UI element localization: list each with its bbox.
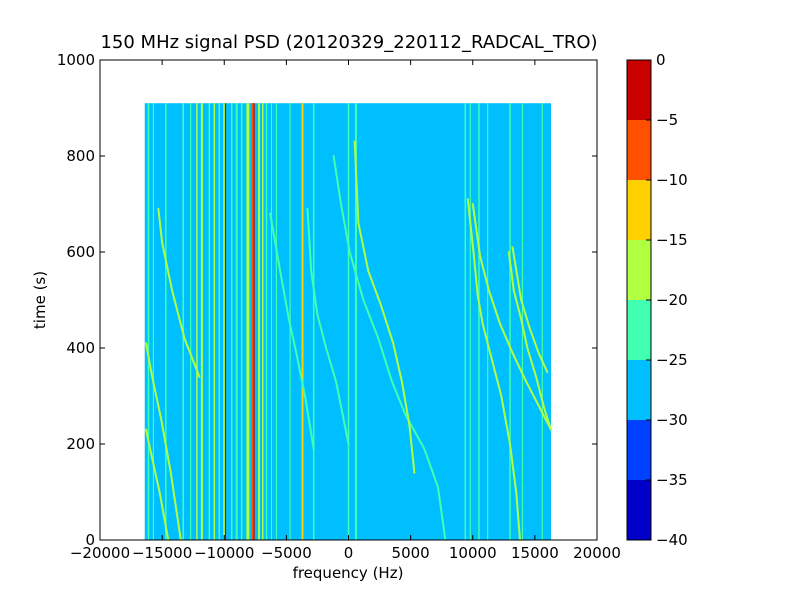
colorbar-tick-label: −5 (656, 111, 678, 129)
y-tick-label: 1000 (57, 51, 95, 69)
heatmap-vertical-line (262, 103, 264, 540)
colorbar-segment (627, 300, 651, 360)
x-tick-label: −10000 (194, 544, 254, 562)
y-tick-label: 200 (66, 435, 95, 453)
heatmap-vertical-line (223, 103, 226, 540)
heatmap-doppler-trace (466, 198, 521, 541)
y-axis-label: time (s) (31, 271, 49, 329)
heatmap-layer (144, 103, 552, 541)
heatmap-doppler-trace (471, 203, 552, 431)
heatmap-vertical-line (270, 103, 273, 540)
colorbar-segment (627, 480, 651, 540)
heatmap-vertical-line (354, 103, 357, 540)
heatmap-doppler-trace (507, 251, 552, 431)
x-tick-label: 5000 (392, 544, 430, 562)
heatmap-vertical-line (312, 103, 315, 540)
heatmap-vertical-line (487, 103, 489, 540)
heatmap-vertical-line (152, 103, 155, 540)
colorbar-tick-label: −40 (656, 531, 688, 549)
x-tick-label: −20000 (70, 544, 130, 562)
plot-area: −20000 −15000 −10000 −5000 0 5000 10000 15000 20… (57, 51, 621, 562)
heatmap-vertical-line (275, 103, 278, 540)
heatmap-vertical-line (213, 103, 216, 540)
heatmap-vertical-line (224, 103, 227, 540)
y-tick-label: 600 (66, 243, 95, 261)
heatmap-vertical-line (464, 103, 467, 540)
heatmap-vertical-line (469, 103, 471, 540)
heatmap-doppler-trace (145, 428, 170, 541)
heatmap-vertical-line (230, 103, 233, 540)
colorbar-tick-label: 0 (656, 51, 666, 69)
heatmap-vertical-line (253, 103, 255, 540)
y-axis: 0 200 400 600 800 1000 (57, 51, 597, 549)
colorbar-tick-label: −20 (656, 291, 688, 309)
colorbar: −40 −35 −30 −25 −20 −15 −10 −5 0 (626, 51, 688, 549)
x-tick-label: 20000 (573, 544, 621, 562)
colorbar-segment (627, 360, 651, 420)
y-tick-label: 800 (66, 147, 95, 165)
heatmap-doppler-trace (511, 246, 549, 373)
colorbar-tick-label: −30 (656, 411, 688, 429)
heatmap-vertical-line (265, 103, 268, 540)
heatmap-vertical-line (165, 103, 167, 540)
heatmap-doppler-trace (269, 212, 315, 450)
colorbar-segment (627, 120, 651, 180)
x-tick-label: −15000 (132, 544, 192, 562)
heatmap-vertical-line (251, 103, 255, 540)
heatmap-vertical-line (258, 103, 261, 540)
heatmap-vertical-line (218, 103, 221, 540)
heatmap-vertical-line (246, 103, 250, 540)
x-axis-label: frequency (Hz) (293, 564, 404, 582)
heatmap-vertical-line (235, 103, 238, 540)
heatmap-vertical-line (208, 103, 211, 540)
heatmap-vertical-line (200, 103, 203, 540)
colorbar-tick-label: −35 (656, 471, 688, 489)
x-tick-label: 10000 (449, 544, 497, 562)
x-tick-label: 15000 (511, 544, 559, 562)
colorbar-tick-label: −10 (656, 171, 688, 189)
heatmap-vertical-line (541, 103, 543, 540)
heatmap-doppler-trace (332, 155, 447, 541)
x-tick-label: 0 (344, 544, 354, 562)
colorbar-segment (627, 60, 651, 120)
colorbar-segment (627, 180, 651, 240)
heatmap-vertical-line (196, 103, 198, 540)
y-tick-label: 0 (85, 531, 95, 549)
heatmap-vertical-line (190, 103, 192, 540)
colorbar-tick-label: −15 (656, 231, 688, 249)
heatmap-doppler-trace (306, 207, 350, 445)
colorbar-segment (627, 240, 651, 300)
colorbar-segment (627, 420, 651, 480)
heatmap-doppler-trace (157, 207, 201, 378)
x-tick-label: −5000 (261, 544, 312, 562)
heatmap-vertical-line (182, 103, 184, 540)
x-axis: −20000 −15000 −10000 −5000 0 5000 10000 15000 20… (70, 60, 621, 562)
chart-title: 150 MHz signal PSD (20120329_220112_RADC… (100, 32, 597, 53)
heatmap-vertical-line (347, 103, 350, 540)
y-tick-label: 400 (66, 339, 95, 357)
heatmap-vertical-line (509, 103, 511, 540)
heatmap-vertical-line (301, 103, 304, 540)
heatmap-vertical-line (240, 103, 243, 540)
heatmap-vertical-line (147, 103, 150, 540)
heatmap-doppler-trace (353, 140, 416, 474)
colorbar-tick-label: −25 (656, 351, 688, 369)
heatmap-vertical-line (478, 103, 480, 540)
heatmap-doppler-trace (145, 342, 182, 541)
